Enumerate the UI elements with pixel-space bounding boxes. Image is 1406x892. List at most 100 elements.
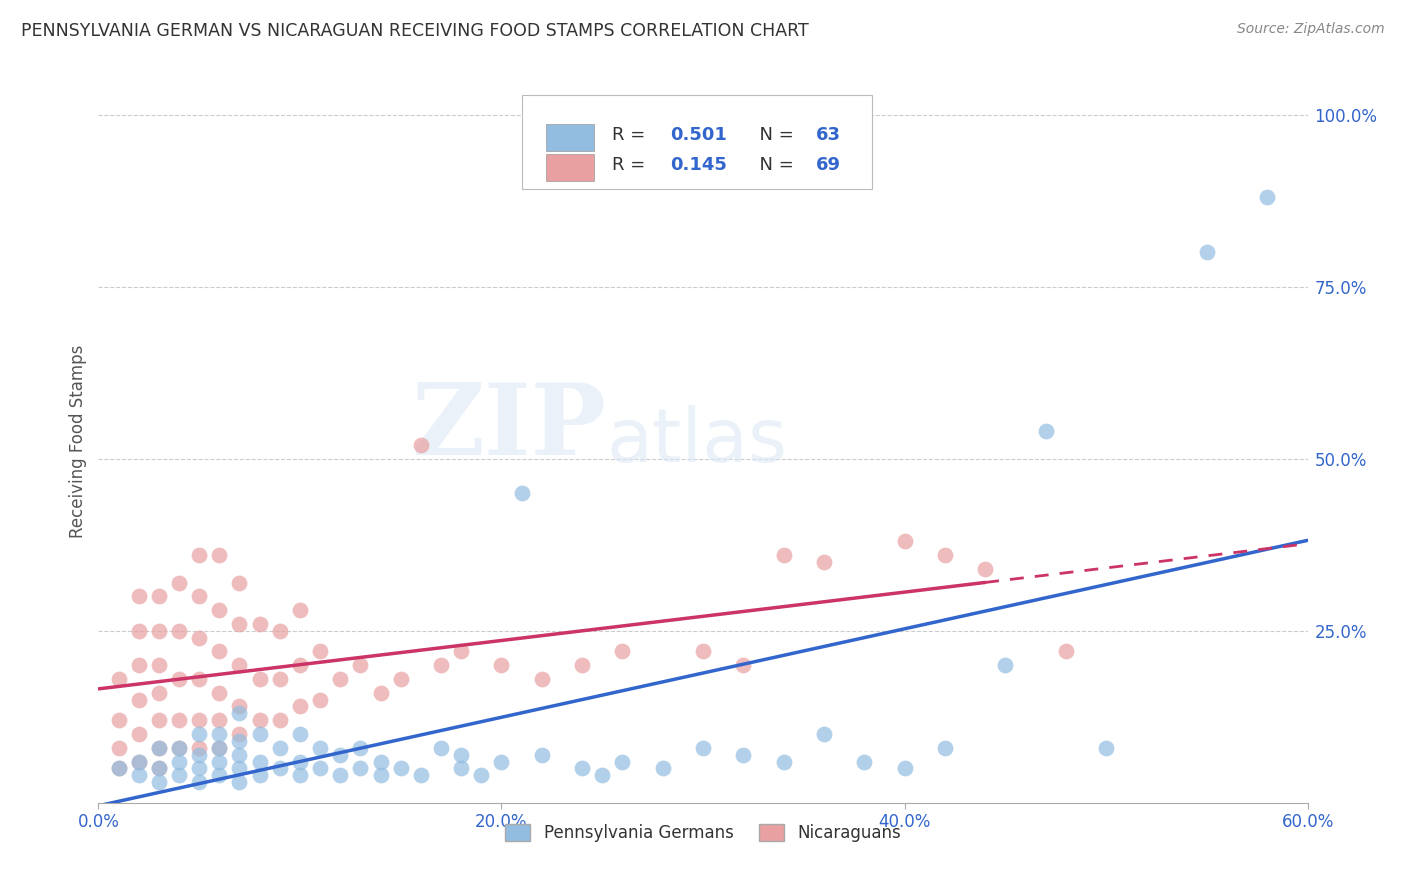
- Point: [1195, 245, 1218, 260]
- Y-axis label: Receiving Food Stamps: Receiving Food Stamps: [69, 345, 87, 538]
- Point: [309, 644, 332, 658]
- Point: [309, 692, 332, 706]
- Point: [188, 548, 211, 562]
- Point: [853, 755, 876, 769]
- Point: [228, 616, 250, 631]
- Point: [208, 548, 231, 562]
- Point: [389, 672, 412, 686]
- Point: [167, 740, 190, 755]
- Point: [269, 713, 291, 727]
- Point: [208, 740, 231, 755]
- Point: [167, 755, 190, 769]
- Point: [692, 644, 714, 658]
- Point: [329, 768, 352, 782]
- Point: [188, 713, 211, 727]
- Point: [128, 768, 150, 782]
- Point: [148, 686, 170, 700]
- Point: [430, 658, 453, 673]
- Bar: [546, 154, 595, 181]
- Point: [167, 672, 190, 686]
- Point: [269, 672, 291, 686]
- Point: [934, 740, 956, 755]
- Point: [288, 658, 311, 673]
- Point: [813, 727, 835, 741]
- Text: Source: ZipAtlas.com: Source: ZipAtlas.com: [1237, 22, 1385, 37]
- Point: [269, 624, 291, 638]
- Text: R =: R =: [613, 156, 651, 174]
- Point: [1035, 424, 1057, 438]
- Point: [228, 761, 250, 775]
- Point: [530, 747, 553, 762]
- Point: [1256, 190, 1278, 204]
- Point: [591, 768, 613, 782]
- Point: [228, 706, 250, 721]
- Point: [148, 658, 170, 673]
- Point: [148, 740, 170, 755]
- Point: [167, 713, 190, 727]
- Point: [107, 713, 129, 727]
- Point: [329, 672, 352, 686]
- Point: [128, 658, 150, 673]
- Point: [128, 624, 150, 638]
- Point: [510, 486, 533, 500]
- Point: [208, 644, 231, 658]
- Point: [349, 740, 371, 755]
- Point: [269, 740, 291, 755]
- Point: [430, 740, 453, 755]
- Point: [733, 658, 755, 673]
- Point: [148, 775, 170, 789]
- Point: [450, 747, 472, 762]
- Text: 0.501: 0.501: [671, 126, 727, 144]
- Point: [128, 590, 150, 604]
- Point: [208, 603, 231, 617]
- Point: [128, 755, 150, 769]
- Point: [148, 761, 170, 775]
- Text: PENNSYLVANIA GERMAN VS NICARAGUAN RECEIVING FOOD STAMPS CORRELATION CHART: PENNSYLVANIA GERMAN VS NICARAGUAN RECEIV…: [21, 22, 808, 40]
- Point: [249, 672, 271, 686]
- Point: [188, 775, 211, 789]
- Point: [188, 631, 211, 645]
- Point: [128, 727, 150, 741]
- Point: [249, 755, 271, 769]
- Point: [228, 575, 250, 590]
- Point: [450, 644, 472, 658]
- Point: [733, 747, 755, 762]
- Point: [651, 761, 673, 775]
- Text: atlas: atlas: [606, 405, 787, 478]
- Point: [148, 740, 170, 755]
- Point: [228, 734, 250, 748]
- Point: [249, 616, 271, 631]
- Point: [974, 562, 997, 576]
- Point: [228, 699, 250, 714]
- Point: [249, 727, 271, 741]
- Point: [813, 555, 835, 569]
- Point: [349, 761, 371, 775]
- Point: [389, 761, 412, 775]
- Point: [188, 672, 211, 686]
- Point: [491, 755, 513, 769]
- Point: [148, 590, 170, 604]
- Point: [309, 761, 332, 775]
- Point: [188, 747, 211, 762]
- Point: [329, 747, 352, 762]
- Point: [288, 699, 311, 714]
- Point: [370, 755, 392, 769]
- Point: [208, 768, 231, 782]
- Point: [107, 761, 129, 775]
- Point: [612, 644, 634, 658]
- Point: [228, 775, 250, 789]
- Point: [772, 548, 794, 562]
- Point: [208, 727, 231, 741]
- Text: N =: N =: [748, 156, 799, 174]
- Point: [409, 438, 432, 452]
- Point: [208, 686, 231, 700]
- Point: [571, 761, 593, 775]
- Point: [167, 624, 190, 638]
- Point: [450, 761, 472, 775]
- Point: [288, 768, 311, 782]
- Point: [893, 761, 915, 775]
- Point: [128, 755, 150, 769]
- Point: [612, 755, 634, 769]
- Point: [692, 740, 714, 755]
- Point: [934, 548, 956, 562]
